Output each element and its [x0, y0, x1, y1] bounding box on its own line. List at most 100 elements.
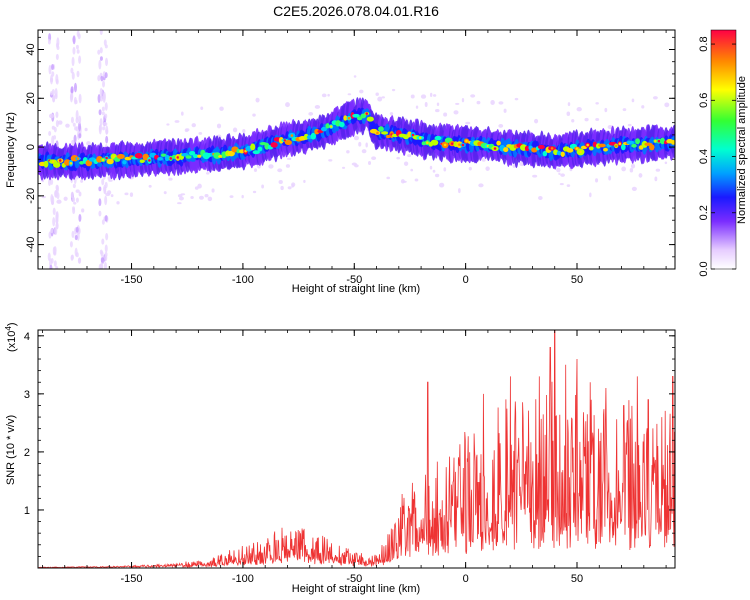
heatmap-cell [52, 216, 56, 227]
heatmap-cell [99, 88, 103, 97]
heatmap-cell [514, 97, 519, 101]
colorbar-tick-label: 0.0 [698, 261, 710, 276]
heatmap-cell [603, 147, 608, 152]
heatmap-cell [365, 142, 368, 148]
heatmap-cell [48, 113, 55, 119]
heatmap-cell [285, 102, 290, 108]
y-tick-label: -40 [25, 237, 37, 253]
heatmap-cell [566, 184, 571, 188]
heatmap-cell [71, 56, 75, 67]
heatmap-cell [629, 167, 634, 173]
heatmap-cell [361, 149, 367, 154]
heatmap-cell [455, 102, 460, 105]
heatmap-cell [407, 154, 412, 158]
heatmap-cell [169, 157, 173, 160]
heatmap-cell [103, 261, 107, 269]
heatmap-cell [79, 160, 85, 165]
heatmap-cell [219, 106, 224, 111]
heatmap-cell [177, 194, 183, 198]
heatmap-cell [310, 132, 316, 140]
heatmap-cell [199, 195, 204, 200]
spectrogram-y-label: Frequency (Hz) [5, 112, 17, 188]
heatmap-cell [367, 160, 372, 165]
heatmap-cell [110, 194, 114, 198]
heatmap-cell [98, 210, 102, 217]
heatmap-cell [78, 213, 82, 222]
heatmap-cell [216, 123, 222, 129]
heatmap-cell [177, 202, 182, 205]
heatmap-cell [351, 162, 357, 166]
heatmap-cell [148, 159, 151, 162]
heatmap-cell [78, 133, 82, 139]
heatmap-cell [74, 234, 78, 241]
heatmap-cell [592, 141, 597, 148]
snr-x-label: Height of straight line (km) [292, 583, 420, 595]
heatmap-cell [435, 109, 440, 113]
heatmap-cell [434, 135, 442, 141]
heatmap-cell [54, 189, 58, 198]
heatmap-cell [157, 156, 163, 161]
heatmap-cell [381, 131, 389, 135]
heatmap-cell [104, 181, 108, 189]
heatmap-cell [308, 112, 314, 116]
heatmap-cell [116, 201, 120, 205]
heatmap-cell [241, 194, 244, 199]
heatmap-cell [429, 165, 433, 170]
heatmap-cell [490, 100, 495, 105]
x-tick-label: 50 [571, 573, 583, 585]
heatmap-cell [54, 226, 58, 236]
heatmap-cell [550, 147, 554, 150]
heatmap-cell [631, 186, 637, 191]
heatmap-cell [100, 251, 104, 257]
heatmap-cell [70, 254, 74, 261]
heatmap-cell [635, 138, 641, 145]
heatmap-cell [371, 156, 377, 161]
heatmap-cell [284, 139, 292, 146]
heatmap-cell [453, 110, 459, 115]
heatmap-cell [101, 111, 105, 116]
heatmap-cell [485, 166, 490, 171]
heatmap-cell [166, 123, 170, 126]
heatmap-cell [458, 188, 461, 194]
heatmap-cell [567, 102, 571, 107]
heatmap-cell [664, 161, 668, 165]
heatmap-cell [397, 132, 401, 135]
y-tick-label: -20 [25, 188, 37, 204]
heatmap-cell [72, 196, 76, 203]
heatmap-cell [41, 195, 46, 199]
heatmap-cell [498, 101, 504, 105]
heatmap-cell [98, 198, 102, 207]
spectrogram-y-ticks: -40 -20 0 20 40 [25, 36, 675, 270]
heatmap-cell [72, 183, 76, 189]
colorbar-tick-label: 0.6 [698, 93, 710, 108]
heatmap-cell [430, 139, 439, 146]
heatmap-cell [396, 156, 401, 160]
heatmap-cell [63, 196, 68, 201]
heatmap-cell [443, 112, 448, 117]
heatmap-cell [556, 167, 561, 173]
heatmap-cell [342, 166, 346, 169]
heatmap-cell [497, 141, 500, 145]
heatmap-cell [287, 186, 292, 190]
heatmap-cell [49, 264, 53, 269]
heatmap-cell [608, 175, 612, 181]
heatmap-cell [105, 232, 109, 241]
heatmap-cell [558, 172, 561, 176]
heatmap-cell [51, 71, 55, 77]
heatmap-cell [604, 107, 608, 113]
heatmap-cell [200, 106, 204, 110]
heatmap-cell [56, 199, 62, 204]
heatmap-cell [411, 133, 415, 137]
snr-y-multiplier: (x104) [4, 322, 18, 352]
heatmap-cell [97, 94, 101, 104]
heatmap-cell [303, 179, 306, 183]
heatmap-cell [286, 157, 292, 160]
heatmap-cell [72, 122, 76, 127]
x-tick-label: 0 [463, 274, 469, 286]
heatmap-cell [99, 47, 103, 54]
heatmap-cell [73, 96, 77, 105]
heatmap-cell [65, 123, 70, 128]
heatmap-cell [252, 113, 256, 117]
heatmap-cell [470, 94, 476, 98]
heatmap-cell [103, 39, 107, 47]
